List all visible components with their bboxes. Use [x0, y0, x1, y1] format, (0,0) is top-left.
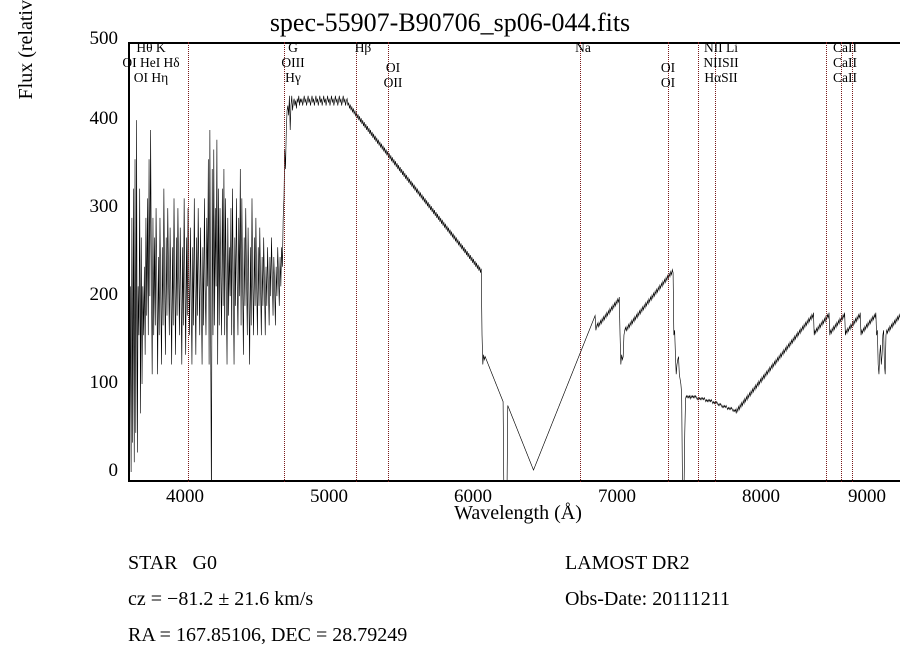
refline-nii-sii	[715, 42, 716, 482]
refline-caii-2	[841, 42, 842, 482]
refline-oi-5005	[388, 42, 389, 482]
y-tick-1: 100	[68, 372, 118, 394]
refline-na	[580, 42, 581, 482]
y-tick-3: 300	[68, 196, 118, 218]
flux-curve	[128, 96, 900, 482]
coords-line: RA = 167.85106, DEC = 28.79249	[128, 617, 407, 653]
label-group-hbeta: Hβ	[333, 40, 393, 55]
label-group-sodium: Na	[553, 40, 613, 55]
y-tick-4: 400	[68, 108, 118, 130]
y-axis-label: Flux (relative)	[15, 0, 35, 262]
x-tick-0: 4000	[150, 486, 220, 508]
x-tick-3: 7000	[582, 486, 652, 508]
label-group-g-band: G OIII Hγ	[263, 40, 323, 85]
x-tick-4: 8000	[726, 486, 796, 508]
refline-caii-3	[852, 42, 853, 482]
refline-hk	[188, 42, 189, 482]
velocity-line: cz = −81.2 ± 21.6 km/s	[128, 581, 407, 617]
x-tick-2: 6000	[438, 486, 508, 508]
refline-halpha	[698, 42, 699, 482]
label-group-oiii: OI OII	[363, 60, 423, 90]
star-info-block: STAR G0 cz = −81.2 ± 21.6 km/s RA = 167.…	[128, 545, 407, 653]
refline-oi-6300	[668, 42, 669, 482]
y-tick-0: 0	[68, 460, 118, 482]
survey-info-block: LAMOST DR2 Obs-Date: 20111211	[565, 545, 730, 617]
refline-hbeta	[356, 42, 357, 482]
page-title: spec-55907-B90706_sp06-044.fits	[0, 8, 900, 38]
star-type-line: STAR G0	[128, 545, 407, 581]
spectrum-plot-area[interactable]: Hθ K OI HeI Hδ OI Hη G OIII Hγ Hβ OI OII…	[128, 42, 900, 482]
spectrum-viewer: spec-55907-B90706_sp06-044.fits Flux (re…	[0, 0, 900, 650]
label-group-caii-triplet: CaII CaII CaII	[800, 40, 890, 85]
label-group-halpha-nii: NII Li NIISII HαSII	[676, 40, 766, 85]
y-tick-2: 200	[68, 284, 118, 306]
refline-caii-1	[826, 42, 827, 482]
label-group-calcium-hydrogen: Hθ K OI HeI Hδ OI Hη	[106, 40, 196, 85]
obs-date-line: Obs-Date: 20111211	[565, 581, 730, 617]
x-tick-5: 9000	[832, 486, 900, 508]
refline-g	[284, 42, 285, 482]
x-tick-1: 5000	[294, 486, 364, 508]
survey-name-line: LAMOST DR2	[565, 545, 730, 581]
spectrum-curve-svg	[128, 42, 900, 482]
